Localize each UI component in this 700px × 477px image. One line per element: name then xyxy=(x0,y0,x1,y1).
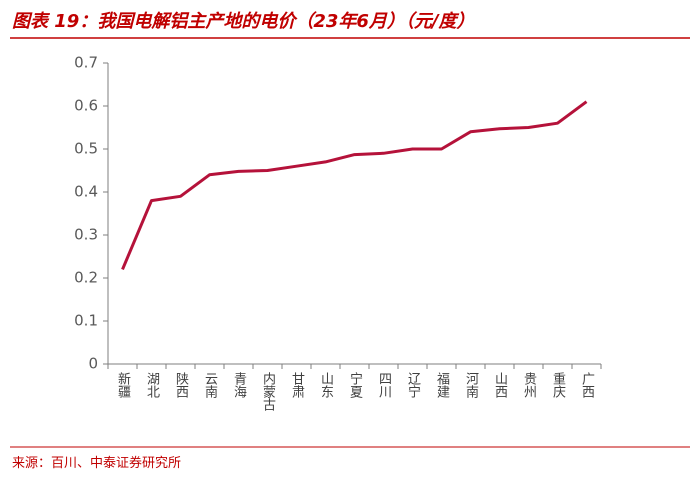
x-tick-label: 福建 xyxy=(434,372,450,399)
x-tick-label: 山西 xyxy=(492,372,508,398)
y-tick-label: 0.3 xyxy=(74,226,98,244)
chart-title: 图表 19：我国电解铝主产地的电价（23年6月）（元/度） xyxy=(12,11,474,32)
source-note: 来源：百川、中泰证券研究所 xyxy=(12,455,181,471)
x-tick-label: 辽宁 xyxy=(405,372,421,398)
x-tick-label: 内蒙古 xyxy=(260,371,276,411)
data-line xyxy=(121,100,588,270)
y-tick-label: 0.6 xyxy=(74,97,98,115)
y-tick-label: 0 xyxy=(88,355,98,373)
y-tick-label: 0.5 xyxy=(74,140,98,158)
x-tick-label: 湖北 xyxy=(144,372,160,399)
x-tick-label: 河南 xyxy=(463,372,479,398)
x-tick-label: 新疆 xyxy=(115,371,131,398)
x-tick-label: 山东 xyxy=(318,372,334,398)
y-tick-label: 0.2 xyxy=(74,269,98,287)
y-tick-label: 0.1 xyxy=(74,312,98,330)
x-tick-label: 重庆 xyxy=(550,371,566,398)
x-tick-label: 甘肃 xyxy=(289,372,305,398)
x-tick-label: 青海 xyxy=(231,372,247,398)
y-tick-label: 0.7 xyxy=(74,54,98,72)
x-tick-label: 四川 xyxy=(376,372,392,398)
x-tick-label: 陕西 xyxy=(173,372,189,398)
y-tick-label: 0.4 xyxy=(74,183,98,201)
x-tick-label: 广西 xyxy=(579,372,595,398)
x-tick-label: 贵州 xyxy=(521,372,537,398)
x-tick-label: 宁夏 xyxy=(347,371,363,398)
x-tick-label: 云南 xyxy=(202,372,218,398)
